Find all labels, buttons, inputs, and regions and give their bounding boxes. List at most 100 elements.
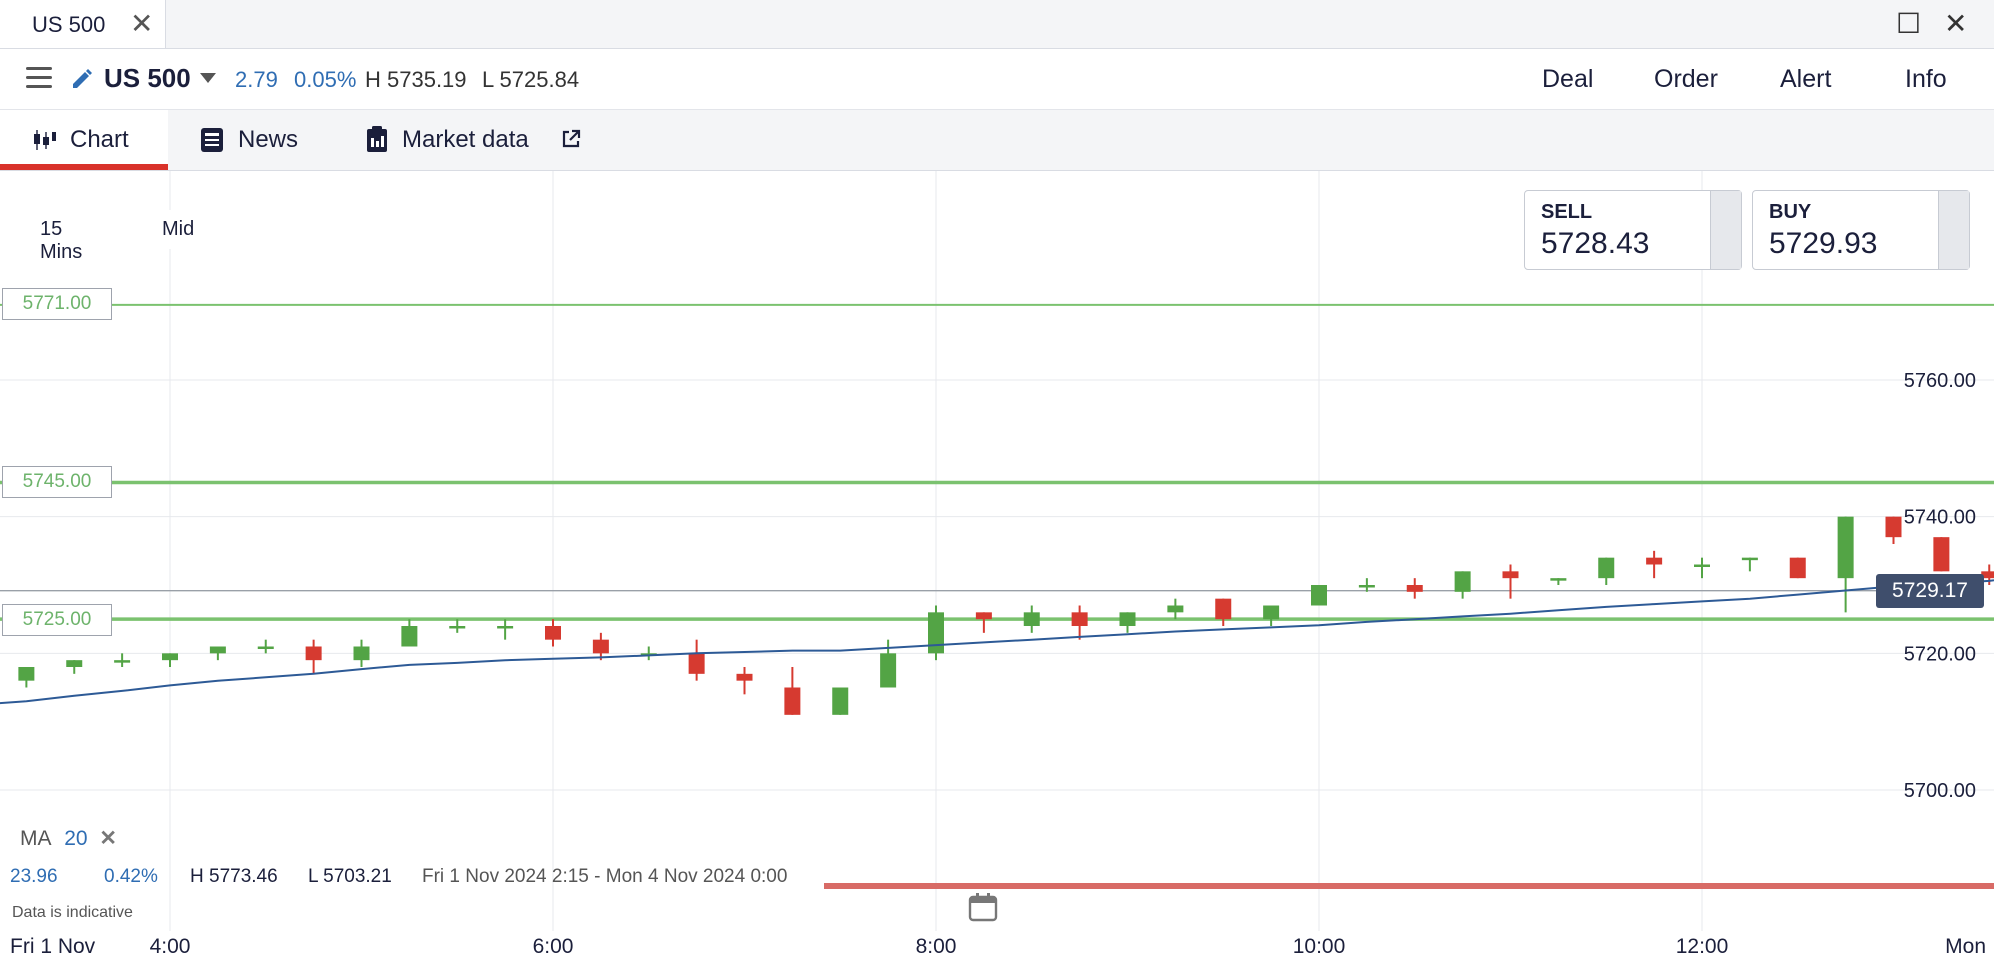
candle-body[interactable] bbox=[592, 639, 609, 654]
chevron-down-icon[interactable] bbox=[200, 73, 216, 83]
buy-price: 5729.93 bbox=[1769, 227, 1878, 260]
range-high: H 5773.46 bbox=[190, 866, 278, 887]
window-tab[interactable]: US 500 ✕ bbox=[0, 0, 166, 48]
buy-button[interactable]: BUY 5729.93 bbox=[1752, 190, 1970, 270]
candle-body[interactable] bbox=[1694, 564, 1710, 568]
candle-body[interactable] bbox=[1550, 578, 1567, 581]
candle-body[interactable] bbox=[1837, 516, 1854, 579]
candle-body[interactable] bbox=[975, 612, 992, 620]
tab-news[interactable]: News bbox=[196, 110, 316, 170]
deal-button[interactable]: Deal bbox=[1542, 65, 1594, 93]
candle-body[interactable] bbox=[1598, 557, 1615, 579]
candle-body[interactable] bbox=[449, 626, 466, 629]
range-change: 23.96 bbox=[10, 866, 58, 887]
pencil-icon[interactable] bbox=[70, 67, 94, 91]
candle-body[interactable] bbox=[162, 653, 178, 661]
candle-body[interactable] bbox=[1358, 585, 1375, 588]
ma-line bbox=[0, 579, 1994, 705]
tab-news-label: News bbox=[238, 126, 299, 153]
sell-button[interactable]: SELL 5728.43 bbox=[1524, 190, 1742, 270]
tab-chart[interactable]: Chart bbox=[0, 110, 168, 170]
candle-body[interactable] bbox=[688, 653, 705, 674]
buy-label: BUY bbox=[1769, 201, 1812, 223]
candle-body[interactable] bbox=[1406, 585, 1423, 592]
maximize-icon[interactable]: ☐ bbox=[1896, 8, 1922, 39]
day-low: L 5725.84 bbox=[482, 67, 580, 92]
candle-body[interactable] bbox=[401, 626, 418, 647]
x-axis-label: Fri 1 Nov bbox=[10, 935, 96, 958]
close-window-icon[interactable]: ✕ bbox=[1944, 8, 1968, 39]
candle-body[interactable] bbox=[928, 612, 944, 654]
level-tag-1[interactable]: 5771.00 bbox=[2, 288, 112, 320]
y-axis-label: 5740.00 bbox=[1904, 507, 1976, 529]
candle-body[interactable] bbox=[1933, 537, 1950, 572]
candle-body[interactable] bbox=[736, 673, 753, 681]
price-change: 2.79 bbox=[235, 67, 278, 92]
range-bar bbox=[824, 883, 1994, 889]
candle-body[interactable] bbox=[1071, 612, 1088, 626]
instrument-name[interactable]: US 500 bbox=[104, 63, 191, 93]
interval-selector[interactable]: 15 Mins bbox=[30, 210, 93, 272]
candle-body[interactable] bbox=[305, 646, 322, 661]
candle-body[interactable] bbox=[1023, 612, 1040, 626]
candle-body[interactable] bbox=[1885, 516, 1902, 538]
y-axis-label: 5720.00 bbox=[1904, 643, 1976, 665]
tab-market-data-label: Market data bbox=[402, 126, 529, 153]
price-type-selector[interactable]: Mid bbox=[152, 210, 205, 249]
candle-body[interactable] bbox=[1454, 571, 1471, 592]
window-titlebar: US 500 ✕ ☐ ✕ bbox=[0, 0, 1994, 49]
tab-chart-label: Chart bbox=[70, 126, 129, 153]
candlestick-icon bbox=[34, 130, 56, 150]
x-axis-label: 12:00 bbox=[1676, 935, 1729, 958]
x-axis-label: 4:00 bbox=[150, 935, 191, 958]
candle-body[interactable] bbox=[1263, 605, 1280, 620]
candle-body[interactable] bbox=[1741, 557, 1758, 561]
remove-indicator-icon[interactable]: ✕ bbox=[99, 827, 117, 850]
candle-body[interactable] bbox=[66, 660, 83, 667]
candle-body[interactable] bbox=[1119, 612, 1136, 626]
y-axis-label: 5700.00 bbox=[1904, 780, 1976, 802]
tab-market-data[interactable]: Market data bbox=[364, 110, 594, 170]
candle-body[interactable] bbox=[1167, 605, 1184, 613]
range-change-percent: 0.42% bbox=[104, 866, 158, 887]
y-axis-label: 5760.00 bbox=[1904, 370, 1976, 392]
calendar-icon[interactable] bbox=[968, 892, 998, 922]
level-tag-2[interactable]: 5745.00 bbox=[2, 466, 112, 498]
candle-body[interactable] bbox=[832, 687, 849, 715]
close-tab-icon[interactable]: ✕ bbox=[130, 8, 154, 39]
candle-body[interactable] bbox=[1789, 557, 1806, 579]
x-axis-label: 6:00 bbox=[533, 935, 574, 958]
ma-name: MA bbox=[20, 827, 51, 850]
sell-label: SELL bbox=[1541, 201, 1593, 223]
info-button[interactable]: Info bbox=[1905, 65, 1947, 93]
candle-body[interactable] bbox=[1502, 571, 1519, 579]
candle-body[interactable] bbox=[497, 626, 514, 629]
content-tabs: Chart News Market data bbox=[0, 110, 1994, 171]
ma-period[interactable]: 20 bbox=[64, 827, 88, 850]
candle-body[interactable] bbox=[114, 660, 131, 663]
price-chart[interactable]: 5700.00 5720.00 5740.00 5760.00 Fri 1 Nov 4:0… bbox=[0, 171, 1994, 960]
candle-body[interactable] bbox=[353, 646, 370, 661]
instrument-header: US 500 2.79 0.05% H 5735.19 L 5725.84 De… bbox=[0, 49, 1994, 110]
level-tag-3[interactable]: 5725.00 bbox=[2, 604, 112, 636]
candle-body[interactable] bbox=[784, 687, 801, 715]
sell-price: 5728.43 bbox=[1541, 227, 1650, 260]
candle-body[interactable] bbox=[545, 626, 561, 640]
menu-icon[interactable] bbox=[26, 67, 52, 89]
candle-body[interactable] bbox=[209, 646, 226, 654]
current-price-tag: 5729.17 bbox=[1876, 574, 1984, 608]
active-tab-indicator bbox=[0, 164, 168, 170]
alert-button[interactable]: Alert bbox=[1780, 65, 1832, 93]
candle-body[interactable] bbox=[1215, 598, 1232, 620]
range-period: Fri 1 Nov 2024 2:15 - Mon 4 Nov 2024 0:0… bbox=[422, 866, 788, 887]
candle-body[interactable] bbox=[18, 667, 35, 681]
candle-body[interactable] bbox=[1981, 571, 1994, 579]
candle-body[interactable] bbox=[1311, 585, 1327, 606]
candle-body[interactable] bbox=[880, 653, 897, 688]
clipboard-icon bbox=[367, 126, 387, 152]
candle-body[interactable] bbox=[1646, 557, 1663, 565]
x-axis-label: Mon bbox=[1945, 935, 1986, 958]
order-button[interactable]: Order bbox=[1654, 65, 1718, 93]
candle-body[interactable] bbox=[257, 646, 274, 650]
external-link-icon bbox=[562, 129, 581, 148]
